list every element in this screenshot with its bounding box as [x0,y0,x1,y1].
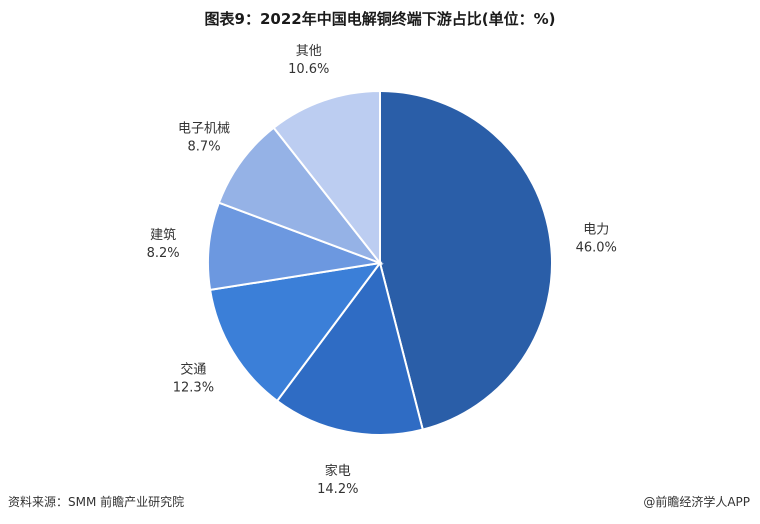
slice-label-name: 家电 [325,463,351,479]
pie-slice-0 [379,89,553,431]
slice-label-value: 46.0% [576,241,617,256]
source-note: 资料来源：SMM 前瞻产业研究院 [8,495,185,509]
slice-label-value: 14.2% [317,482,358,497]
pie-slices [207,89,553,436]
slice-label-name: 电力 [583,223,609,238]
slice-label-name: 其他 [296,44,322,59]
slice-label-name: 电子机械 [178,121,230,136]
slice-label-value: 8.7% [188,139,221,154]
pie-slice-3 [207,201,384,292]
pie-slice-4 [217,126,383,266]
brand-note: @前瞻经济学人APP [643,495,750,509]
pie-labels: 电力 46.0% 家电 14.2% 交通 12.3% 建筑 8.2% 电子机械 8.7% 其他 10.… [147,44,617,497]
pie-slice-5 [272,89,381,266]
slice-label-value: 8.2% [147,246,180,261]
slice-label-name: 交通 [180,362,206,378]
slice-label-value: 12.3% [173,381,214,396]
slice-label-name: 建筑 [150,227,176,243]
pie-slice-1 [275,260,424,436]
slice-label-value: 10.6% [288,62,329,77]
pie-slice-2 [208,261,383,403]
chart-title: 图表9：2022年中国电解铜终端下游占比(单位：%) [204,10,556,28]
